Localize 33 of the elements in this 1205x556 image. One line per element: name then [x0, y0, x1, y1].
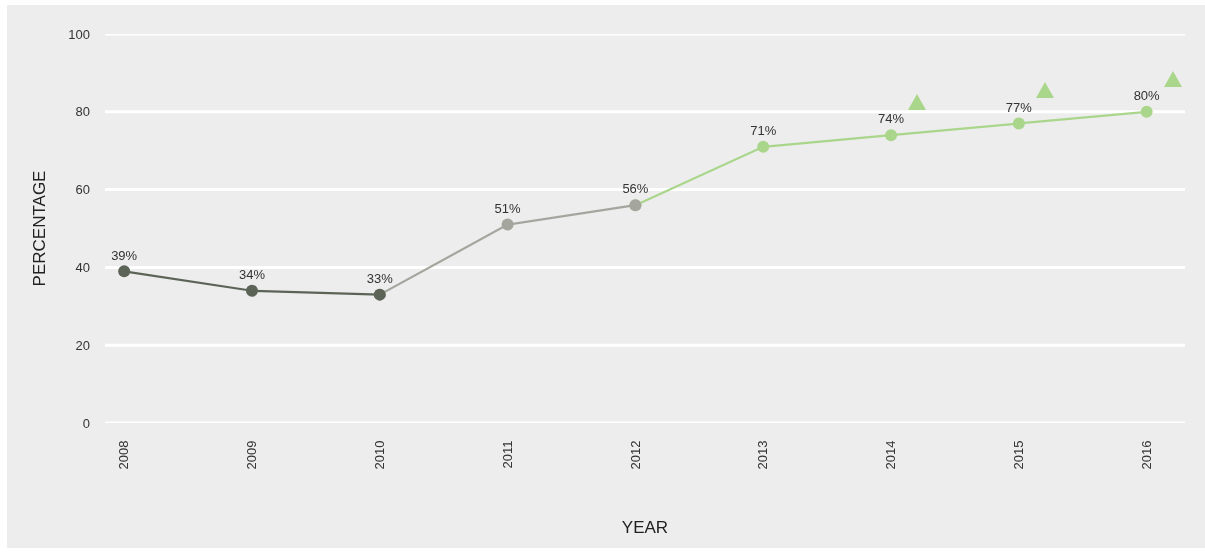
- y-tick-label: 80: [75, 104, 90, 120]
- point: [1140, 105, 1153, 118]
- x-tick-label: 2011: [499, 440, 515, 469]
- y-tick-label: 100: [68, 26, 90, 42]
- x-tick-label: 2012: [627, 440, 643, 470]
- x-axis-title: YEAR: [621, 517, 669, 537]
- data-label: 33%: [366, 270, 394, 286]
- point: [118, 265, 131, 278]
- point: [245, 284, 258, 297]
- point: [1012, 117, 1025, 130]
- x-tick-label: 2014: [883, 440, 899, 470]
- x-tick-label: 2013: [755, 440, 771, 470]
- data-label: 80%: [1133, 88, 1161, 104]
- data-label: 56%: [622, 181, 649, 197]
- data-label: 71%: [750, 123, 777, 139]
- data-label: 39%: [111, 247, 138, 263]
- x-tick-label: 2009: [244, 440, 260, 470]
- x-tick-label: 2008: [116, 440, 132, 470]
- y-tick-label: 20: [75, 337, 90, 353]
- x-tick-label: 2010: [372, 440, 388, 470]
- data-label: 77%: [1005, 99, 1033, 115]
- y-tick-label: 40: [75, 259, 90, 275]
- x-tick-label: 2015: [1011, 440, 1027, 470]
- data-label: 51%: [494, 200, 522, 216]
- point: [885, 129, 898, 142]
- data-label: 74%: [878, 111, 905, 127]
- y-axis-title: PERCENTAGE: [29, 170, 49, 287]
- point: [501, 218, 514, 231]
- y-tick-label: 60: [75, 182, 90, 198]
- y-tick-label: 0: [82, 415, 90, 431]
- x-tick-label: 2016: [1138, 440, 1154, 470]
- data-label: 34%: [238, 266, 266, 282]
- point: [757, 140, 770, 153]
